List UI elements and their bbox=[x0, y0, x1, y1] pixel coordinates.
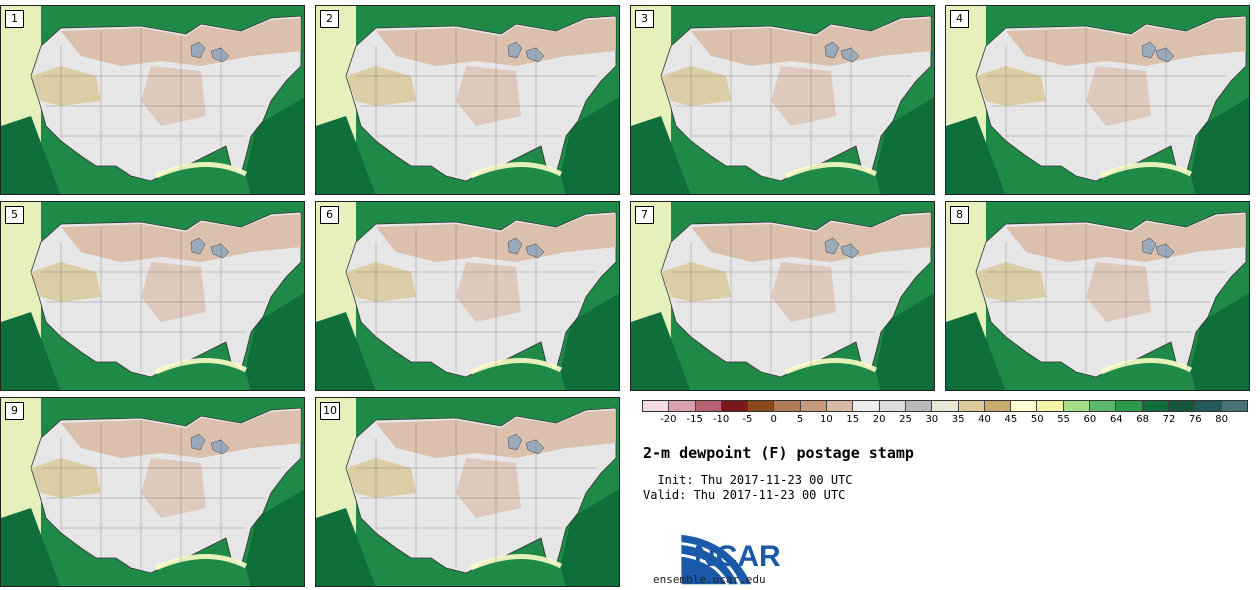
colorbar-segment bbox=[984, 401, 1012, 411]
dewpoint-map bbox=[316, 398, 619, 586]
colorbar-tick-label: 80 bbox=[1215, 414, 1229, 425]
colorbar-tick-label: -15 bbox=[686, 414, 703, 425]
member-label: 4 bbox=[950, 10, 969, 28]
colorbar-segment bbox=[748, 401, 775, 411]
colorbar bbox=[642, 400, 1248, 412]
ncar-logo-icon bbox=[681, 534, 751, 585]
colorbar-segment bbox=[1037, 401, 1064, 411]
colorbar-segment bbox=[879, 401, 906, 411]
colorbar-segment bbox=[1221, 401, 1247, 411]
colorbar-tick-label: -10 bbox=[712, 414, 730, 425]
colorbar-tick-label: 10 bbox=[820, 414, 833, 425]
dewpoint-map bbox=[1, 398, 304, 586]
colorbar-segment bbox=[958, 401, 985, 411]
colorbar-tick-label: -5 bbox=[742, 414, 753, 425]
colorbar-tick-label: 60 bbox=[1083, 414, 1097, 425]
colorbar-segment bbox=[1142, 401, 1169, 411]
colorbar-segment bbox=[669, 401, 696, 411]
colorbar-segment bbox=[932, 401, 959, 411]
dewpoint-map bbox=[946, 6, 1249, 194]
colorbar-tick-label: 64 bbox=[1109, 414, 1123, 425]
colorbar-tick-label: 5 bbox=[796, 414, 804, 425]
colorbar-segment bbox=[774, 401, 801, 411]
map-panel: 2 bbox=[315, 5, 620, 195]
member-label: 5 bbox=[5, 206, 24, 224]
colorbar-tick-label: 45 bbox=[1004, 414, 1018, 425]
colorbar-tick-label: 72 bbox=[1162, 414, 1176, 425]
colorbar-tick-label: 68 bbox=[1136, 414, 1149, 425]
colorbar-tick-label: 55 bbox=[1057, 414, 1070, 425]
member-label: 2 bbox=[320, 10, 339, 28]
dewpoint-map bbox=[946, 202, 1249, 390]
member-label: 6 bbox=[320, 206, 339, 224]
dewpoint-map bbox=[1, 202, 304, 390]
colorbar-segment bbox=[1063, 401, 1091, 411]
colorbar-tick-label: 50 bbox=[1030, 414, 1044, 425]
colorbar-tick-label: 30 bbox=[925, 414, 939, 425]
member-label: 10 bbox=[320, 402, 340, 420]
dewpoint-map bbox=[316, 6, 619, 194]
colorbar-segment bbox=[1011, 401, 1038, 411]
member-label: 7 bbox=[635, 206, 654, 224]
site-url: ensemble.ucar.edu bbox=[653, 573, 766, 586]
colorbar-segment bbox=[1195, 401, 1222, 411]
map-panel: 6 bbox=[315, 201, 620, 391]
member-label: 8 bbox=[950, 206, 969, 224]
colorbar-tick-label: 15 bbox=[846, 414, 860, 425]
colorbar-segment bbox=[695, 401, 722, 411]
member-label: 3 bbox=[635, 10, 654, 28]
colorbar-segment bbox=[1168, 401, 1196, 411]
page-title: 2-m dewpoint (F) postage stamp bbox=[643, 444, 914, 462]
map-panel: 7 bbox=[630, 201, 935, 391]
member-label: 9 bbox=[5, 402, 24, 420]
colorbar-segment bbox=[905, 401, 933, 411]
colorbar-tick-label: 25 bbox=[899, 414, 912, 425]
valid-time: Valid: Thu 2017-11-23 00 UTC bbox=[643, 488, 846, 502]
colorbar-tick-label: 76 bbox=[1188, 414, 1202, 425]
colorbar-segment bbox=[853, 401, 880, 411]
dewpoint-map bbox=[316, 202, 619, 390]
map-panel: 4 bbox=[945, 5, 1250, 195]
dewpoint-map bbox=[631, 6, 934, 194]
colorbar-ticks: -20 -15 -10 -5 0 5 10 15 20 25 30 35 40 45 50 55 60 64 68 7… bbox=[642, 414, 1248, 430]
colorbar-tick-label: 0 bbox=[770, 414, 777, 425]
map-panel: 8 bbox=[945, 201, 1250, 391]
map-panel: 5 bbox=[0, 201, 305, 391]
colorbar-segment bbox=[1116, 401, 1143, 411]
colorbar-tick-label: 40 bbox=[978, 414, 991, 425]
init-time: Init: Thu 2017-11-23 00 UTC bbox=[643, 473, 853, 487]
colorbar-segment bbox=[643, 401, 670, 411]
dewpoint-map bbox=[631, 202, 934, 390]
colorbar-segment bbox=[1090, 401, 1117, 411]
colorbar-tick-label: 20 bbox=[872, 414, 886, 425]
colorbar-segment bbox=[721, 401, 749, 411]
map-panel: 10 bbox=[315, 397, 620, 587]
colorbar-segment bbox=[800, 401, 828, 411]
map-panel: 1 bbox=[0, 5, 305, 195]
map-panel: 9 bbox=[0, 397, 305, 587]
colorbar-segment bbox=[827, 401, 854, 411]
colorbar-tick-label: -20 bbox=[660, 414, 677, 425]
colorbar-tick-label: 35 bbox=[951, 414, 965, 425]
logo-text: NCAR bbox=[694, 540, 781, 573]
dewpoint-map bbox=[1, 6, 304, 194]
member-label: 1 bbox=[5, 10, 24, 28]
map-panel: 3 bbox=[630, 5, 935, 195]
